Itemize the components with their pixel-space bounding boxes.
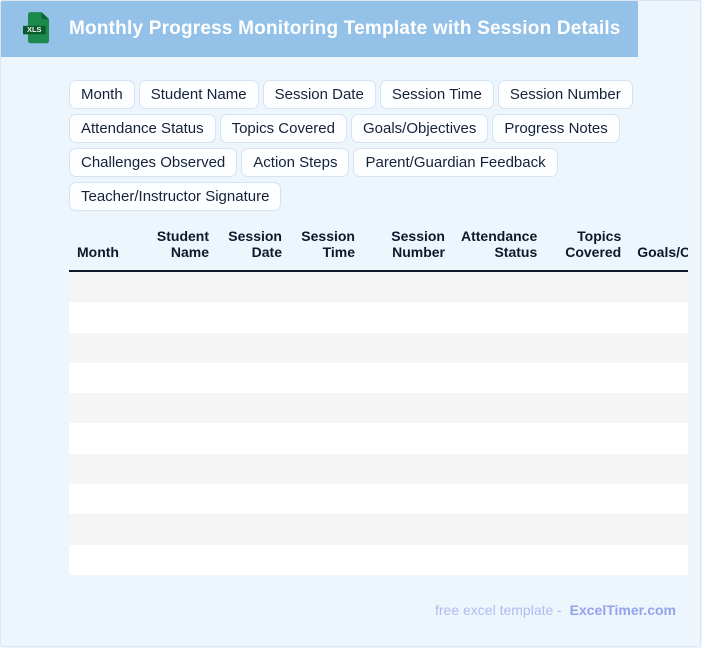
- svg-text:XLS: XLS: [27, 25, 41, 34]
